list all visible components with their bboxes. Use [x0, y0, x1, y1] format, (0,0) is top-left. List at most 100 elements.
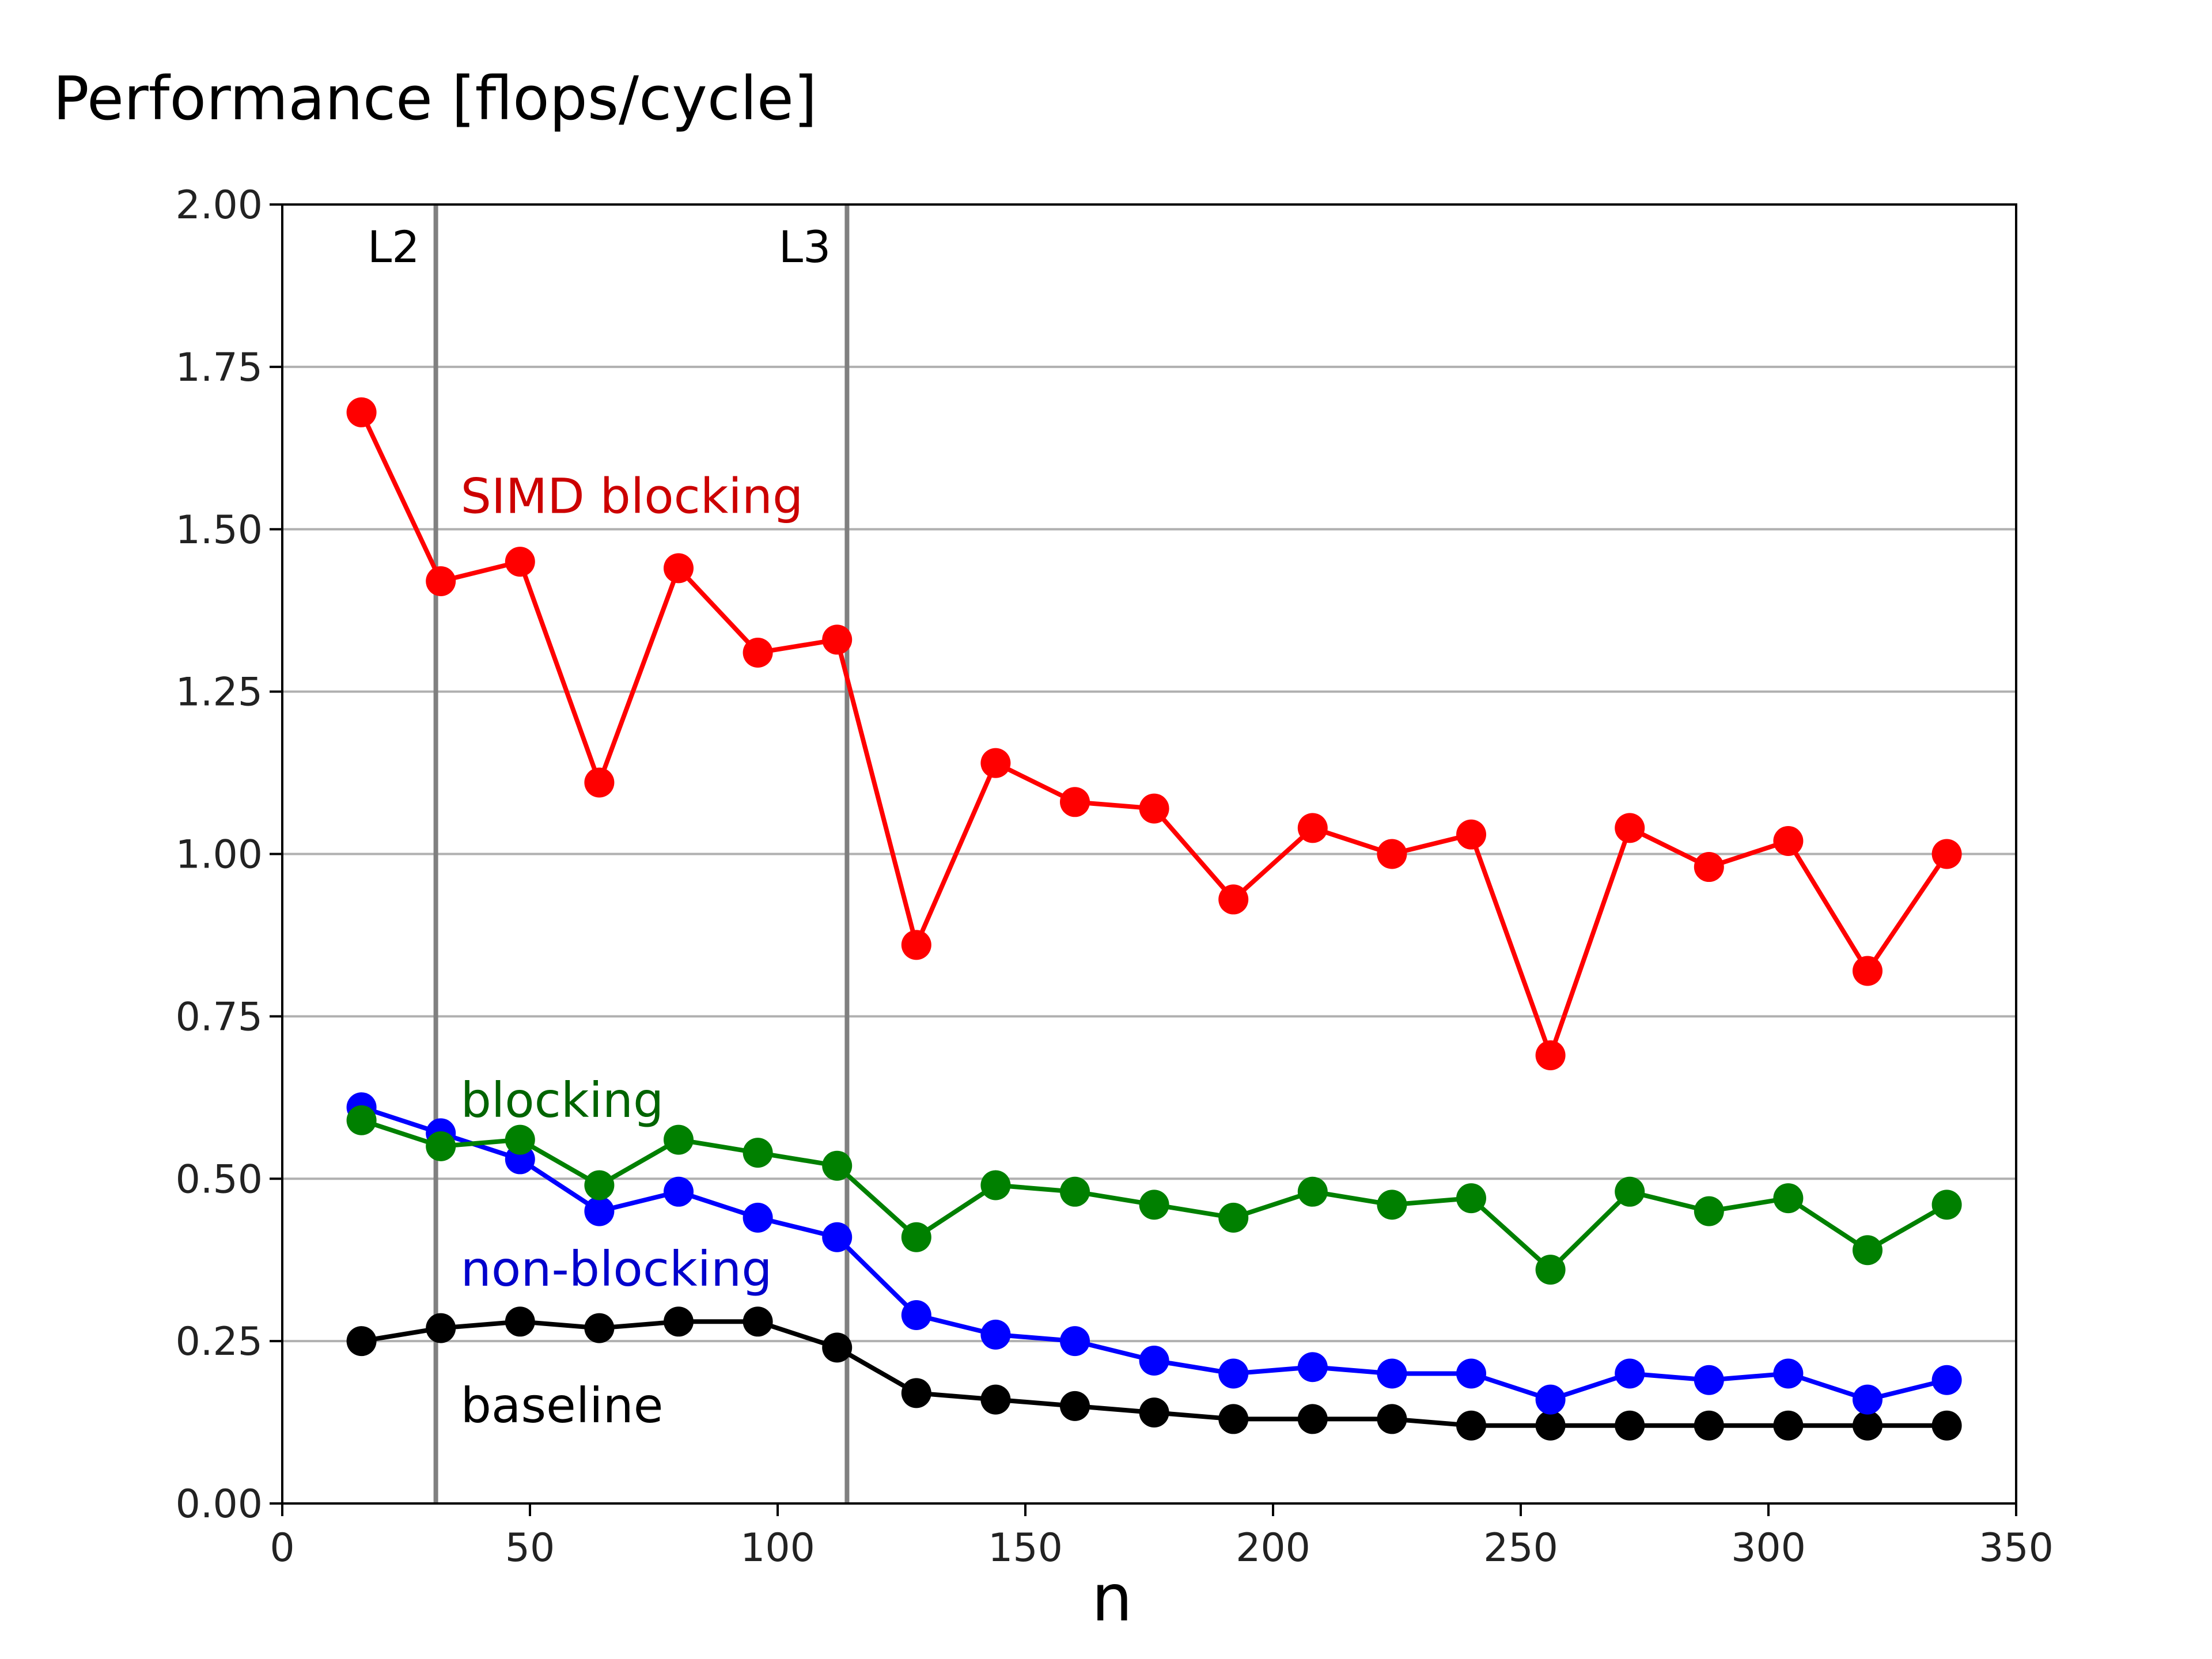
point-blocking: [1297, 1176, 1328, 1207]
point-blocking: [822, 1150, 853, 1181]
point-simd-blocking: [743, 637, 773, 668]
point-baseline: [1456, 1410, 1486, 1441]
point-non-blocking: [1456, 1358, 1486, 1389]
y-tick-label: 2.00: [176, 183, 263, 228]
vline-label-l2: L2: [368, 221, 420, 272]
point-blocking: [346, 1105, 377, 1135]
annotation-non-blocking: non-blocking: [461, 1241, 772, 1297]
point-blocking: [1139, 1190, 1169, 1220]
annotation-blocking: blocking: [461, 1072, 664, 1128]
point-non-blocking: [1931, 1365, 1962, 1395]
point-blocking: [664, 1124, 694, 1155]
point-blocking: [1218, 1202, 1249, 1233]
point-baseline: [505, 1306, 535, 1337]
point-simd-blocking: [1535, 1040, 1566, 1071]
point-non-blocking: [1297, 1352, 1328, 1382]
y-tick-label: 0.00: [176, 1482, 263, 1527]
point-simd-blocking: [426, 566, 456, 596]
annotation-simd-blocking: SIMD blocking: [461, 468, 804, 524]
point-baseline: [584, 1313, 615, 1343]
point-simd-blocking: [1297, 813, 1328, 843]
point-baseline: [1615, 1410, 1645, 1441]
grid-lines: [282, 365, 2016, 1343]
point-non-blocking: [664, 1176, 694, 1207]
point-baseline: [1297, 1404, 1328, 1434]
y-tick-label: 1.00: [176, 832, 263, 878]
point-blocking: [1377, 1190, 1407, 1220]
point-blocking: [1060, 1176, 1090, 1207]
point-simd-blocking: [1060, 787, 1090, 817]
point-baseline: [1060, 1391, 1090, 1421]
point-simd-blocking: [822, 624, 853, 655]
point-baseline: [426, 1313, 456, 1343]
x-tick-label: 150: [988, 1525, 1063, 1571]
point-baseline: [901, 1378, 931, 1408]
point-baseline: [980, 1384, 1011, 1415]
point-baseline: [664, 1306, 694, 1337]
point-non-blocking: [1377, 1358, 1407, 1389]
point-simd-blocking: [1218, 884, 1249, 915]
point-simd-blocking: [584, 767, 615, 798]
y-tick-label: 0.75: [176, 994, 263, 1040]
point-simd-blocking: [1456, 819, 1486, 850]
point-blocking: [743, 1138, 773, 1168]
point-simd-blocking: [1377, 839, 1407, 869]
y-tick-label: 0.50: [176, 1157, 263, 1202]
x-tick-label: 350: [1979, 1525, 2054, 1571]
point-simd-blocking: [505, 547, 535, 577]
point-non-blocking: [1773, 1358, 1804, 1389]
x-axis-label: n: [1092, 1561, 1132, 1636]
point-baseline: [1694, 1410, 1724, 1441]
point-baseline: [1853, 1410, 1883, 1441]
y-tick-label: 1.25: [176, 670, 263, 715]
point-simd-blocking: [901, 930, 931, 960]
y-tick-label: 1.50: [176, 507, 263, 553]
point-simd-blocking: [1694, 852, 1724, 882]
point-simd-blocking: [1853, 956, 1883, 986]
point-simd-blocking: [1931, 839, 1962, 869]
vline-label-l3: L3: [779, 221, 831, 272]
y-tick-label: 1.75: [176, 345, 263, 391]
point-blocking: [426, 1131, 456, 1161]
point-non-blocking: [743, 1202, 773, 1233]
point-non-blocking: [1535, 1384, 1566, 1415]
point-baseline: [1377, 1404, 1407, 1434]
point-simd-blocking: [1773, 825, 1804, 856]
point-baseline: [1773, 1410, 1804, 1441]
cache-boundaries: L2 L3: [368, 204, 850, 1503]
point-non-blocking: [822, 1222, 853, 1252]
point-blocking: [505, 1124, 535, 1155]
x-tick-label: 300: [1731, 1525, 1806, 1571]
x-tick-label: 200: [1236, 1525, 1310, 1571]
point-blocking: [1456, 1183, 1486, 1214]
point-blocking: [1853, 1235, 1883, 1266]
point-non-blocking: [1694, 1365, 1724, 1395]
point-baseline: [1139, 1397, 1169, 1428]
point-baseline: [822, 1332, 853, 1363]
point-non-blocking: [1615, 1358, 1645, 1389]
x-tick-label: 100: [740, 1525, 815, 1571]
point-baseline: [1535, 1410, 1566, 1441]
point-baseline: [743, 1306, 773, 1337]
point-blocking: [1615, 1176, 1645, 1207]
point-simd-blocking: [1615, 813, 1645, 843]
point-non-blocking: [1139, 1345, 1169, 1376]
x-tick-label: 250: [1483, 1525, 1558, 1571]
point-blocking: [901, 1222, 931, 1252]
point-simd-blocking: [664, 553, 694, 584]
point-non-blocking: [901, 1300, 931, 1331]
point-non-blocking: [1853, 1384, 1883, 1415]
point-blocking: [1931, 1190, 1962, 1220]
point-baseline: [1931, 1410, 1962, 1441]
chart-title: Performance [flops/cycle]: [53, 63, 817, 134]
x-tick-label: 50: [505, 1525, 555, 1571]
point-non-blocking: [1060, 1326, 1090, 1357]
x-tick-label: 0: [270, 1525, 294, 1571]
point-non-blocking: [1218, 1358, 1249, 1389]
point-blocking: [1535, 1255, 1566, 1285]
point-blocking: [980, 1170, 1011, 1200]
point-baseline: [346, 1326, 377, 1357]
point-blocking: [1773, 1183, 1804, 1214]
annotation-baseline: baseline: [461, 1377, 664, 1434]
